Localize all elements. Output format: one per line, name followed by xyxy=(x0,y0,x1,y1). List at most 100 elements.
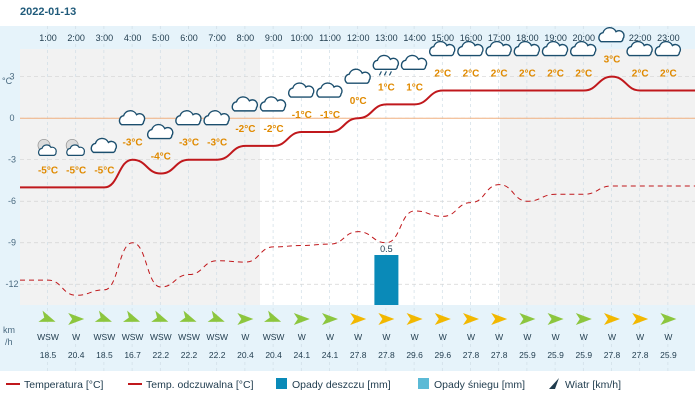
cloud-icon xyxy=(231,96,259,112)
cloud-icon xyxy=(259,96,287,112)
night-partly-cloudy-icon xyxy=(65,138,85,156)
wind-direction: W xyxy=(354,332,362,342)
hour-label: 23:00 xyxy=(657,33,680,43)
cloud-icon xyxy=(118,110,146,126)
cloud-icon xyxy=(429,40,456,57)
wind-arrow-shape xyxy=(237,313,254,325)
wind-arrow-icon xyxy=(575,313,592,325)
cloud-icon xyxy=(570,40,597,57)
wind-arrow-shape xyxy=(264,310,282,322)
hour-label: 14:00 xyxy=(403,33,426,43)
wind-arrow-icon xyxy=(378,313,395,325)
cloud-icon xyxy=(175,110,202,126)
wind-speed: 16.7 xyxy=(124,350,141,360)
temp-label: 1°C xyxy=(406,82,423,93)
wind-arrow-icon xyxy=(549,378,559,389)
wind-speed: 27.8 xyxy=(491,350,508,360)
wind-speed: 25.9 xyxy=(576,350,593,360)
legend-item: Wiatr [km/h] xyxy=(549,378,621,391)
temperature-line xyxy=(20,75,695,189)
rain-drop xyxy=(378,71,382,76)
hour-label: 10:00 xyxy=(291,33,314,43)
y-tick-label: -3 xyxy=(8,155,16,165)
cloud-icon xyxy=(288,82,315,98)
cloud-shape xyxy=(485,40,512,57)
cloud-icon xyxy=(626,40,653,57)
wind-arrow-icon xyxy=(123,310,141,322)
wind-arrow-shape xyxy=(575,313,592,325)
wind-arrow-icon xyxy=(519,313,536,325)
y-tick-label: 0 xyxy=(9,113,14,123)
wind-speed: 27.8 xyxy=(463,350,480,360)
wind-arrow-icon xyxy=(350,313,367,325)
wind-arrow-icon xyxy=(547,313,564,325)
wind-speed: 27.8 xyxy=(378,350,395,360)
legend-item: Temp. odczuwalna [°C] xyxy=(128,379,254,391)
cloud-icon xyxy=(344,68,371,84)
rain-drop xyxy=(388,71,392,76)
wind-arrow-shape xyxy=(519,313,536,325)
wind-arrow-shape xyxy=(38,310,56,322)
wind-arrow-icon xyxy=(406,313,423,325)
wind-direction: W xyxy=(72,332,80,342)
cloud-icon xyxy=(541,40,569,57)
cloud-shape xyxy=(598,27,625,43)
hour-label: 1:00 xyxy=(39,33,57,43)
cloud-shape xyxy=(316,82,343,98)
cloud-rain-icon xyxy=(372,54,400,76)
wind-speed: 27.8 xyxy=(632,350,649,360)
temp-label: 2°C xyxy=(491,69,508,80)
hour-label: 22:00 xyxy=(629,33,652,43)
wind-arrow-shape xyxy=(322,313,338,325)
wind-arrow-icon xyxy=(293,313,310,325)
wind-speed: 20.4 xyxy=(68,350,85,360)
wind-unit-top: km xyxy=(3,325,15,335)
hour-label: 13:00 xyxy=(375,33,398,43)
wind-direction: W xyxy=(636,332,644,342)
y-tick-label: -12 xyxy=(5,279,18,289)
hour-label: 11:00 xyxy=(319,33,341,43)
temp-label: -2°C xyxy=(235,124,255,135)
wind-arrow-icon xyxy=(151,310,169,322)
weather-icons xyxy=(37,27,682,156)
cloud-icon xyxy=(513,40,541,57)
hour-label: 6:00 xyxy=(180,33,198,43)
cloud-shape xyxy=(457,40,484,57)
wind-speed: 24.1 xyxy=(294,350,311,360)
temp-label: 2°C xyxy=(463,69,480,80)
cloud-shape xyxy=(654,40,682,57)
temp-label: -5°C xyxy=(94,165,114,176)
legend-label: Temp. odczuwalna [°C] xyxy=(146,379,254,391)
wind-speed: 18.5 xyxy=(96,350,113,360)
wind-arrow-icon xyxy=(491,313,508,325)
hour-label: 2:00 xyxy=(67,33,85,43)
legend-label: Wiatr [km/h] xyxy=(565,379,621,391)
wind-direction: WSW xyxy=(263,332,285,342)
wind-arrow-shape xyxy=(350,313,367,325)
wind-speed: 20.4 xyxy=(265,350,282,360)
wind-arrow-shape xyxy=(406,313,423,325)
temperature-lines xyxy=(20,75,695,296)
y-tick-label: 3 xyxy=(9,72,14,82)
wind-arrow-shape xyxy=(660,313,677,325)
legend-label: Temperatura [°C] xyxy=(24,379,104,391)
wind-direction: W xyxy=(467,332,475,342)
temp-label: -3°C xyxy=(123,138,143,149)
night-partly-cloudy-icon xyxy=(37,138,57,156)
wind-row: WSW 18.5 W 20.4 WSW 18.5 WSW 16.7 WSW 22.2 WSW 22.2… xyxy=(37,310,677,360)
cloud-shape xyxy=(231,96,259,112)
wind-arrow-icon xyxy=(94,310,112,322)
y-tick-label: -9 xyxy=(8,238,16,248)
temp-unit-label: °C xyxy=(2,76,13,86)
wind-arrow-shape xyxy=(293,313,310,325)
wind-direction: WSW xyxy=(206,332,228,342)
cloud-shape xyxy=(372,54,400,71)
wind-arrow-icon xyxy=(434,313,451,325)
wind-arrow-icon xyxy=(237,313,254,325)
temp-label: 2°C xyxy=(575,69,592,80)
legend-box-swatch xyxy=(276,378,287,389)
temp-label: -1°C xyxy=(320,110,340,121)
hour-labels: 1:00 2:00 3:00 4:00 5:00 6:00 7:00 8:00 9:00 10:0… xyxy=(39,33,679,43)
temp-label: 2°C xyxy=(632,69,649,80)
wind-speed: 27.8 xyxy=(350,350,367,360)
